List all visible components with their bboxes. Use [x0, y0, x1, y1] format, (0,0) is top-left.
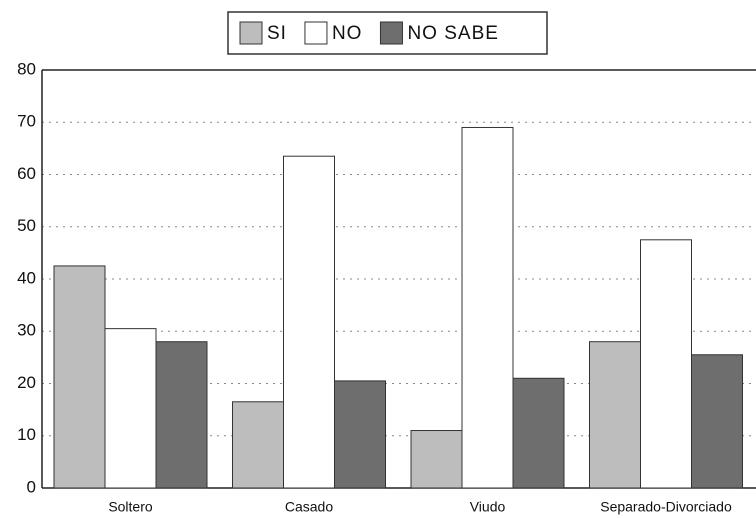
y-tick-label: 50	[17, 216, 36, 235]
legend-swatch	[239, 21, 263, 45]
x-tick-label: Viudo	[470, 499, 506, 515]
bar	[461, 126, 514, 489]
x-tick-label: Soltero	[108, 499, 153, 515]
y-tick-label: 40	[17, 268, 36, 287]
legend-label: SI	[267, 23, 287, 44]
bar	[410, 430, 463, 489]
bar	[691, 354, 743, 489]
legend-label: NO	[332, 23, 363, 44]
bar	[232, 401, 284, 489]
y-tick-label: 60	[17, 164, 36, 183]
bar	[53, 265, 106, 489]
x-tick-label: Casado	[285, 499, 333, 515]
bar	[512, 377, 565, 489]
x-tick-label: Separado-Divorciado	[600, 499, 732, 515]
y-tick-label: 20	[17, 373, 36, 392]
bar	[104, 328, 157, 489]
bar	[640, 239, 692, 489]
y-tick-label: 30	[17, 321, 36, 340]
y-tick-label: 10	[17, 425, 36, 444]
bar	[155, 341, 208, 489]
bar	[334, 380, 386, 489]
y-tick-label: 70	[17, 112, 36, 131]
legend-label: NO SABE	[407, 23, 498, 44]
y-tick-label: 0	[27, 477, 36, 496]
bar	[589, 341, 641, 489]
legend-swatch	[379, 21, 403, 45]
legend-swatch	[304, 21, 328, 45]
bar	[283, 155, 335, 489]
y-tick-label: 80	[17, 59, 36, 78]
